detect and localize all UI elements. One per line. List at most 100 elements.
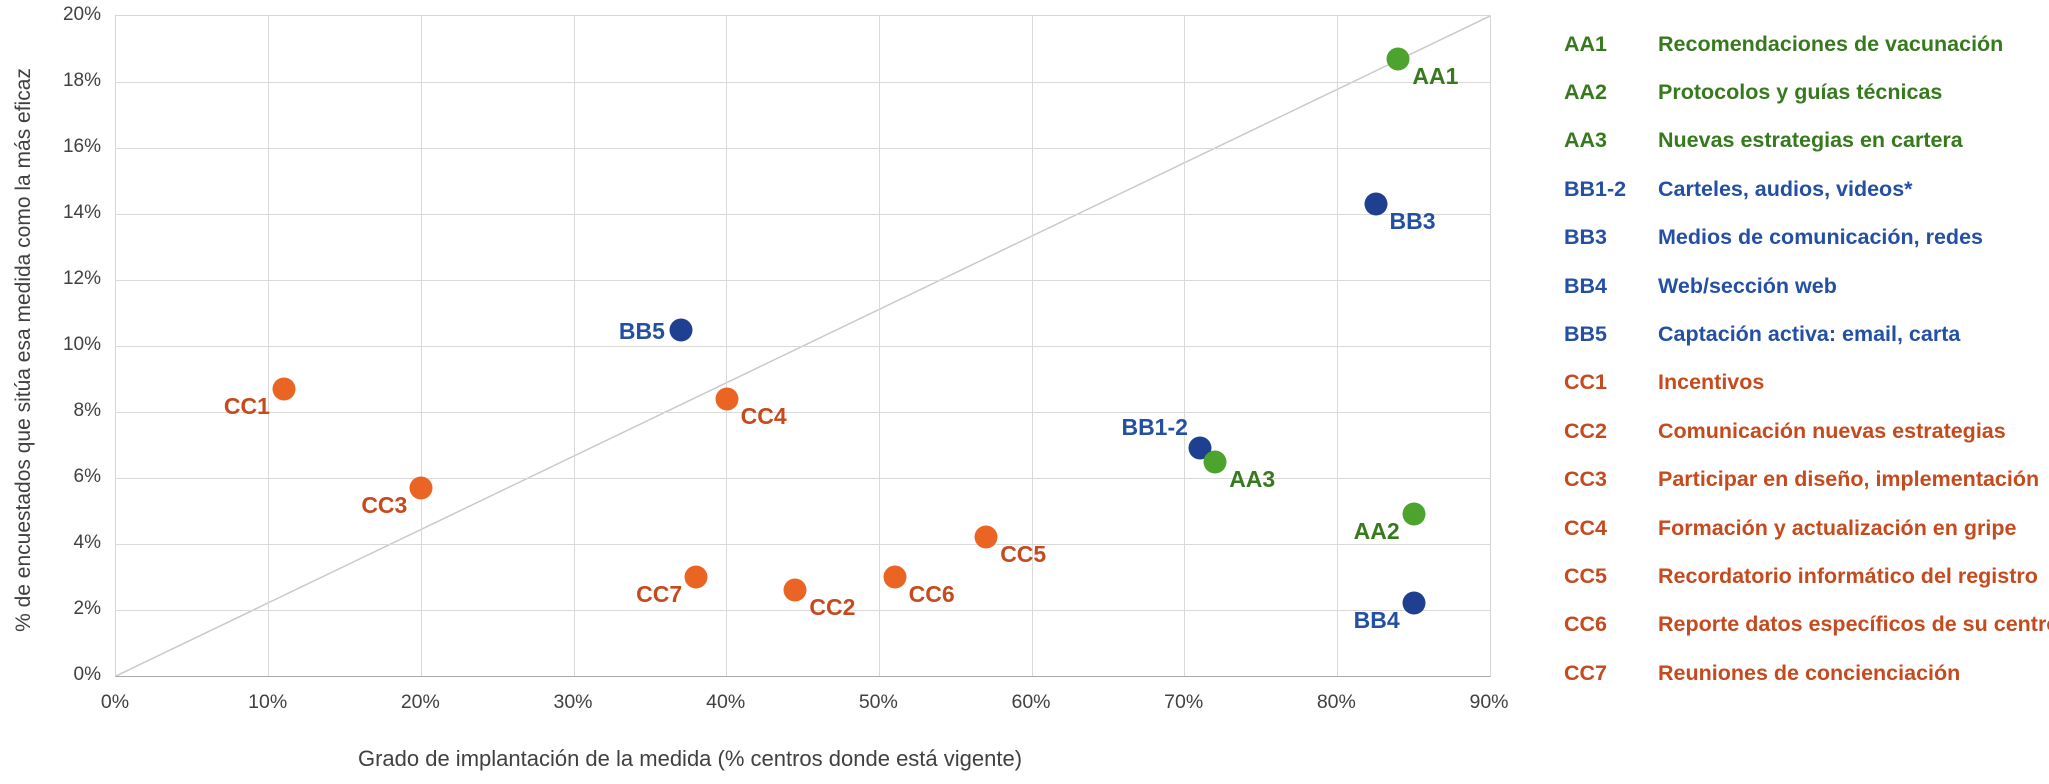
point-label-BB3: BB3: [1389, 208, 1436, 235]
legend-item-BB5: BB5 Captación activa: email, carta: [1564, 310, 2049, 358]
x-tick-label: 80%: [1316, 691, 1356, 713]
point-AA2: [1402, 502, 1426, 526]
x-tick-label: 90%: [1469, 691, 1509, 713]
legend-item-BB4: BB4 Web/sección web: [1564, 262, 2049, 310]
legend-label: Protocolos y guías técnicas: [1658, 80, 1943, 105]
legend-label: Carteles, audios, videos*: [1658, 176, 1913, 201]
point-label-BB4: BB4: [1353, 607, 1400, 634]
y-tick-label: 18%: [62, 70, 101, 91]
point-label-CC3: CC3: [361, 491, 408, 518]
legend-code: CC4: [1564, 515, 1608, 540]
legend-item-BB1-2: BB1-2 Carteles, audios, videos*: [1564, 165, 2049, 213]
legend-item-AA2: AA2 Protocolos y guías técnicas: [1564, 68, 2049, 116]
h-gridline: [116, 543, 1490, 545]
y-tick-label: 12%: [62, 268, 101, 289]
legend-item-CC5: CC5 Recordatorio informático del registro: [1564, 552, 2049, 600]
legend-label: Formación y actualización en gripe: [1658, 515, 2017, 540]
legend-code: BB4: [1564, 273, 1608, 298]
h-gridline: [116, 609, 1490, 611]
legend-code: AA3: [1564, 128, 1608, 153]
point-CC7: [684, 565, 708, 589]
point-label-CC2: CC2: [809, 594, 856, 621]
legend-label: Web/sección web: [1658, 273, 1837, 298]
point-label-CC7: CC7: [636, 581, 683, 607]
y-tick-label: 2%: [73, 598, 101, 619]
point-CC3: [409, 476, 433, 500]
x-tick-label: 40%: [706, 691, 746, 713]
legend-code: CC7: [1564, 660, 1608, 685]
h-gridline: [116, 279, 1490, 281]
h-gridline: [116, 147, 1490, 149]
point-CC4: [715, 387, 739, 411]
legend-code: AA2: [1564, 80, 1608, 105]
point-CC2: [783, 578, 807, 602]
legend-label: Comunicación nuevas estrategias: [1658, 418, 2006, 443]
plot-area: AA1 AA2 AA3 BB1-2 BB3 BB4 BB5 CC1 CC2 CC3 CC4 CC5 CC…: [115, 15, 1491, 677]
x-tick-label: 10%: [248, 691, 288, 713]
y-tick-label: 16%: [62, 136, 101, 157]
point-AA3: [1203, 450, 1227, 473]
legend-code: CC5: [1564, 563, 1608, 588]
legend-code: AA1: [1564, 31, 1608, 56]
point-label-BB1-2: BB1-2: [1121, 414, 1188, 441]
x-tick-label: 60%: [1011, 691, 1051, 713]
point-BB3: [1364, 192, 1387, 216]
legend-item-CC4: CC4 Formación y actualización en gripe: [1564, 504, 2049, 552]
y-tick-label: 6%: [73, 466, 101, 487]
legend-code: BB1-2: [1564, 176, 1627, 201]
point-BB5: [669, 318, 693, 341]
legend-label: Medios de comunicación, redes: [1658, 225, 1983, 250]
legend-item-AA3: AA3 Nuevas estrategias en cartera: [1564, 117, 2049, 165]
point-label-BB5: BB5: [618, 317, 665, 344]
legend-item-CC2: CC2 Comunicación nuevas estrategias: [1564, 407, 2049, 455]
point-label-AA2: AA2: [1353, 518, 1400, 545]
point-CC5: [974, 525, 998, 549]
y-tick-label: 14%: [62, 202, 101, 223]
legend-label: Nuevas estrategias en cartera: [1658, 128, 1963, 153]
point-label-CC1: CC1: [223, 392, 270, 419]
y-tick-label: 20%: [62, 4, 101, 25]
legend-code: CC2: [1564, 418, 1608, 443]
y-tick-label: 8%: [73, 400, 101, 421]
legend-item-CC7: CC7 Reuniones de concienciación: [1564, 649, 2049, 697]
legend-code: CC1: [1564, 370, 1608, 395]
x-tick-label: 30%: [553, 691, 593, 713]
legend-code: CC3: [1564, 467, 1608, 492]
legend-label: Reporte datos específicos de su centro: [1658, 612, 2049, 637]
legend-item-BB3: BB3 Medios de comunicación, redes: [1564, 214, 2049, 262]
h-gridline: [116, 345, 1490, 347]
legend-label: Reuniones de concienciación: [1658, 660, 1961, 685]
legend-item-CC6: CC6 Reporte datos específicos de su centr…: [1564, 601, 2049, 649]
x-axis-title: Grado de implantación de la medida (% ce…: [357, 746, 1023, 771]
h-gridline: [116, 81, 1490, 83]
legend-code: CC6: [1564, 612, 1608, 637]
point-CC6: [883, 565, 907, 589]
legend-label: Captación activa: email, carta: [1658, 322, 1961, 347]
y-tick-label: 4%: [73, 532, 101, 553]
point-label-CC6: CC6: [908, 581, 955, 607]
legend-label: Incentivos: [1658, 370, 1765, 395]
h-gridline: [116, 411, 1490, 413]
point-label-AA3: AA3: [1229, 465, 1276, 492]
x-tick-label: 20%: [400, 691, 440, 713]
y-tick-label: 10%: [62, 334, 101, 355]
x-tick-label: 0%: [100, 691, 130, 713]
point-label-CC5: CC5: [1000, 541, 1047, 568]
x-tick-label: 70%: [1164, 691, 1204, 713]
legend-label: Recomendaciones de vacunación: [1658, 31, 2004, 56]
point-CC1: [272, 377, 296, 401]
point-AA1: [1386, 47, 1410, 71]
legend-code: BB3: [1564, 225, 1608, 250]
y-tick-label: 0%: [73, 664, 101, 685]
legend-item-CC3: CC3 Participar en diseño, implementación: [1564, 456, 2049, 504]
point-BB4: [1402, 591, 1426, 615]
legend-item-CC1: CC1 Incentivos: [1564, 359, 2049, 407]
legend-item-AA1: AA1 Recomendaciones de vacunación: [1564, 20, 2049, 68]
legend-code: BB5: [1564, 322, 1608, 347]
x-tick-label: 50%: [858, 691, 898, 713]
h-gridline: [116, 477, 1490, 479]
h-gridline: [116, 213, 1490, 215]
point-label-AA1: AA1: [1412, 62, 1459, 89]
point-label-CC4: CC4: [740, 402, 787, 429]
